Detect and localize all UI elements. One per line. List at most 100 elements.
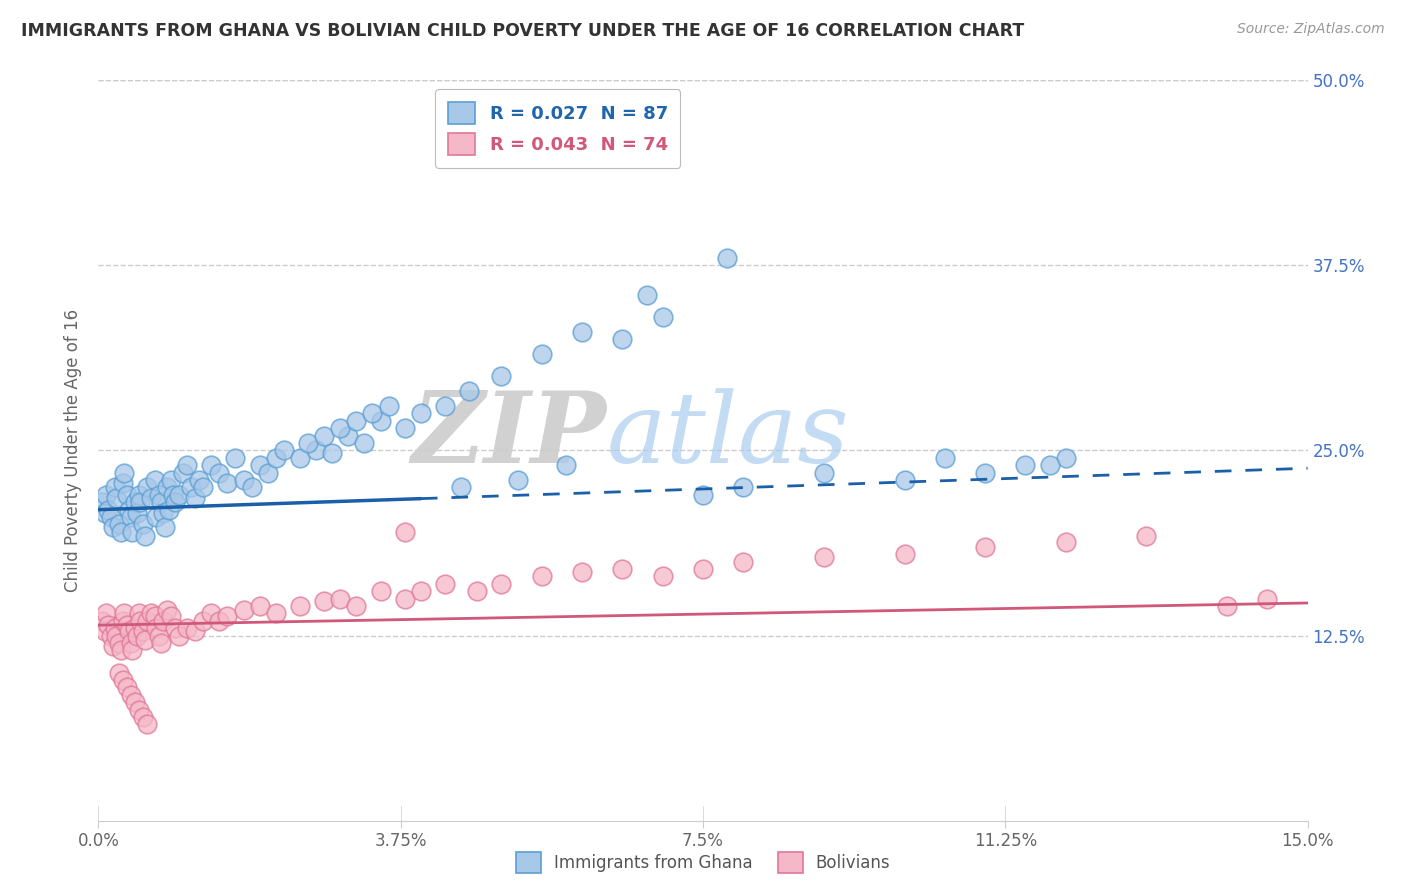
- Point: [160, 609, 183, 624]
- Point: [156, 603, 179, 617]
- Point: [184, 624, 207, 639]
- Point: [434, 576, 457, 591]
- Point: [377, 399, 399, 413]
- Point: [370, 584, 392, 599]
- Point: [208, 614, 231, 628]
- Point: [139, 491, 162, 505]
- Point: [111, 614, 134, 628]
- Point: [115, 488, 138, 502]
- Point: [120, 636, 142, 650]
- Point: [394, 421, 416, 435]
- Point: [163, 495, 186, 509]
- Point: [1054, 535, 1077, 549]
- Point: [232, 603, 254, 617]
- Point: [145, 510, 167, 524]
- Point: [1216, 599, 1239, 613]
- Point: [200, 607, 222, 621]
- Point: [305, 443, 328, 458]
- Point: [208, 466, 231, 480]
- Point: [651, 569, 673, 583]
- Point: [97, 618, 120, 632]
- Point: [101, 639, 124, 653]
- Point: [716, 251, 738, 265]
- Point: [132, 624, 155, 639]
- Point: [135, 717, 157, 731]
- Point: [692, 562, 714, 576]
- Point: [361, 407, 384, 421]
- Point: [156, 481, 179, 495]
- Point: [193, 481, 215, 495]
- Point: [1039, 458, 1062, 473]
- Point: [692, 488, 714, 502]
- Point: [148, 628, 170, 642]
- Point: [344, 414, 367, 428]
- Point: [124, 495, 146, 509]
- Point: [111, 673, 134, 687]
- Point: [101, 520, 124, 534]
- Text: ZIP: ZIP: [412, 387, 606, 483]
- Point: [249, 599, 271, 613]
- Point: [134, 632, 156, 647]
- Point: [188, 473, 211, 487]
- Point: [813, 466, 835, 480]
- Point: [127, 628, 149, 642]
- Point: [115, 681, 138, 695]
- Point: [127, 506, 149, 520]
- Point: [148, 488, 170, 502]
- Point: [150, 495, 173, 509]
- Point: [152, 614, 174, 628]
- Point: [128, 488, 150, 502]
- Point: [132, 710, 155, 724]
- Point: [813, 550, 835, 565]
- Point: [314, 594, 336, 608]
- Point: [103, 621, 125, 635]
- Point: [1135, 529, 1157, 543]
- Point: [491, 369, 513, 384]
- Point: [143, 473, 166, 487]
- Point: [571, 325, 593, 339]
- Y-axis label: Child Poverty Under the Age of 16: Child Poverty Under the Age of 16: [65, 309, 83, 592]
- Point: [530, 569, 553, 583]
- Point: [115, 618, 138, 632]
- Point: [893, 473, 915, 487]
- Point: [167, 488, 190, 502]
- Point: [288, 450, 311, 465]
- Point: [636, 288, 658, 302]
- Point: [409, 407, 432, 421]
- Point: [160, 473, 183, 487]
- Point: [91, 614, 114, 628]
- Point: [152, 506, 174, 520]
- Point: [167, 628, 190, 642]
- Point: [110, 643, 132, 657]
- Point: [409, 584, 432, 599]
- Point: [105, 491, 128, 505]
- Point: [118, 502, 141, 516]
- Point: [94, 506, 117, 520]
- Point: [129, 495, 152, 509]
- Point: [143, 609, 166, 624]
- Point: [96, 607, 118, 621]
- Point: [288, 599, 311, 613]
- Point: [162, 488, 184, 502]
- Point: [232, 473, 254, 487]
- Point: [132, 517, 155, 532]
- Text: atlas: atlas: [606, 388, 849, 483]
- Legend: Immigrants from Ghana, Bolivians: Immigrants from Ghana, Bolivians: [509, 846, 897, 880]
- Point: [139, 607, 162, 621]
- Point: [120, 510, 142, 524]
- Point: [180, 481, 202, 495]
- Point: [458, 384, 481, 399]
- Point: [555, 458, 578, 473]
- Point: [97, 502, 120, 516]
- Point: [121, 643, 143, 657]
- Point: [217, 609, 239, 624]
- Point: [112, 607, 135, 621]
- Point: [394, 591, 416, 606]
- Point: [112, 466, 135, 480]
- Point: [651, 310, 673, 325]
- Point: [314, 428, 336, 442]
- Point: [974, 466, 997, 480]
- Point: [110, 524, 132, 539]
- Point: [176, 458, 198, 473]
- Point: [506, 473, 529, 487]
